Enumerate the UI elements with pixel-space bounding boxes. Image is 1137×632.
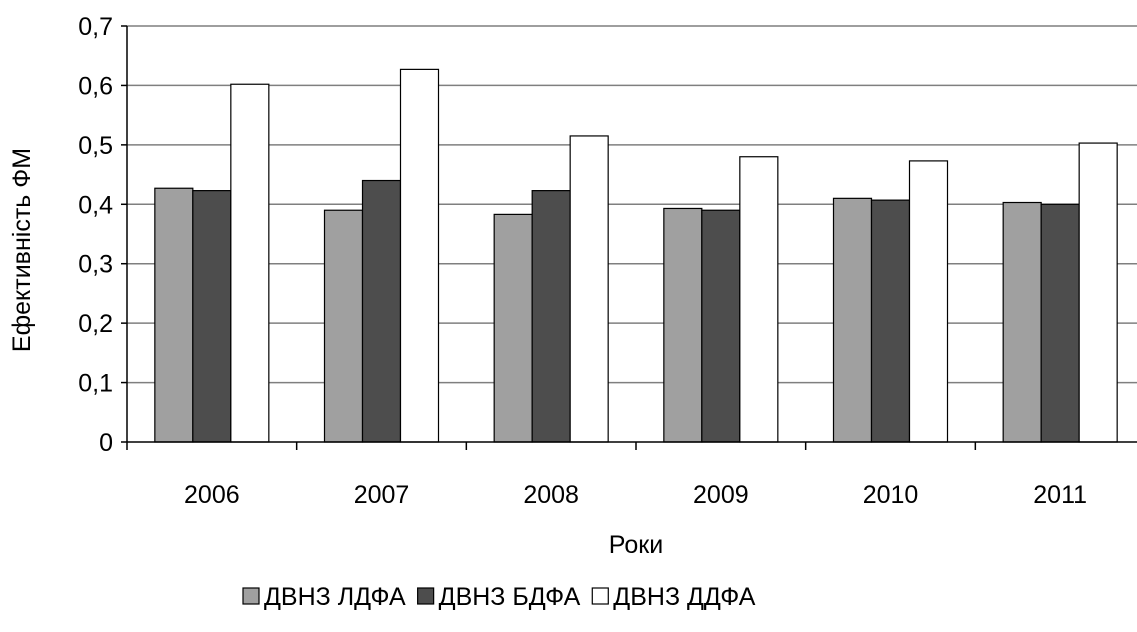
legend-label-1: ДВНЗ ЛДФА: [264, 583, 406, 611]
legend: ДВНЗ ЛДФА ДВНЗ БДФА ДВНЗ ДДФА: [242, 583, 756, 611]
legend-swatch-3: [591, 587, 609, 605]
x-tick-label: 2006: [184, 481, 240, 509]
y-tick-label: 0,4: [78, 191, 113, 219]
bar-3-2010: [908, 160, 949, 443]
legend-swatch-1: [242, 587, 260, 605]
gridlines: [127, 25, 1137, 384]
y-tick-label: 0,5: [78, 132, 113, 160]
y-axis-title: Ефективність ФМ: [8, 148, 36, 352]
x-tick-label: 2008: [523, 481, 579, 509]
legend-label-3: ДВНЗ ДДФА: [613, 583, 755, 611]
y-tick-label: 0,7: [78, 13, 113, 41]
legend-label-2: ДВНЗ БДФА: [439, 583, 581, 611]
bar-3-2009: [739, 156, 779, 443]
legend-swatch-2: [417, 587, 435, 605]
bar-2-2008: [531, 190, 571, 443]
bar-2-2009: [701, 209, 741, 443]
bar-3-2011: [1078, 142, 1118, 443]
bar-1-2007: [323, 209, 364, 443]
bar-2-2011: [1040, 203, 1080, 443]
bars: [154, 68, 1118, 443]
x-tick-labels: 2006 2007 2008 2009 2010 2011: [184, 481, 1087, 509]
x-axis-title: Роки: [609, 531, 663, 559]
bar-3-2007: [399, 68, 440, 443]
bar-3-2006: [230, 83, 270, 443]
bar-2-2010: [870, 199, 911, 443]
bar-1-2010: [832, 197, 873, 443]
y-tick-label: 0,2: [78, 310, 113, 338]
bar-1-2008: [493, 213, 533, 443]
bar-2-2006: [192, 190, 232, 443]
bar-2-2007: [361, 179, 402, 443]
bar-1-2011: [1002, 201, 1042, 443]
y-tick-label: 0: [99, 429, 113, 457]
y-tick-label: 0,3: [78, 251, 113, 279]
bar-1-2009: [663, 207, 703, 443]
y-tick-label: 0,6: [78, 72, 113, 100]
y-tick-label: 0,1: [78, 370, 113, 398]
axes: [121, 25, 1137, 450]
bar-3-2008: [569, 135, 609, 443]
x-tick-label: 2007: [354, 481, 410, 509]
bar-1-2006: [154, 187, 194, 443]
x-tick-label: 2009: [693, 481, 749, 509]
x-tick-label: 2011: [1033, 481, 1087, 509]
x-tick-label: 2010: [863, 481, 919, 509]
y-tick-labels: 0 0,1 0,2 0,3 0,4 0,5 0,6 0,7: [78, 13, 113, 457]
